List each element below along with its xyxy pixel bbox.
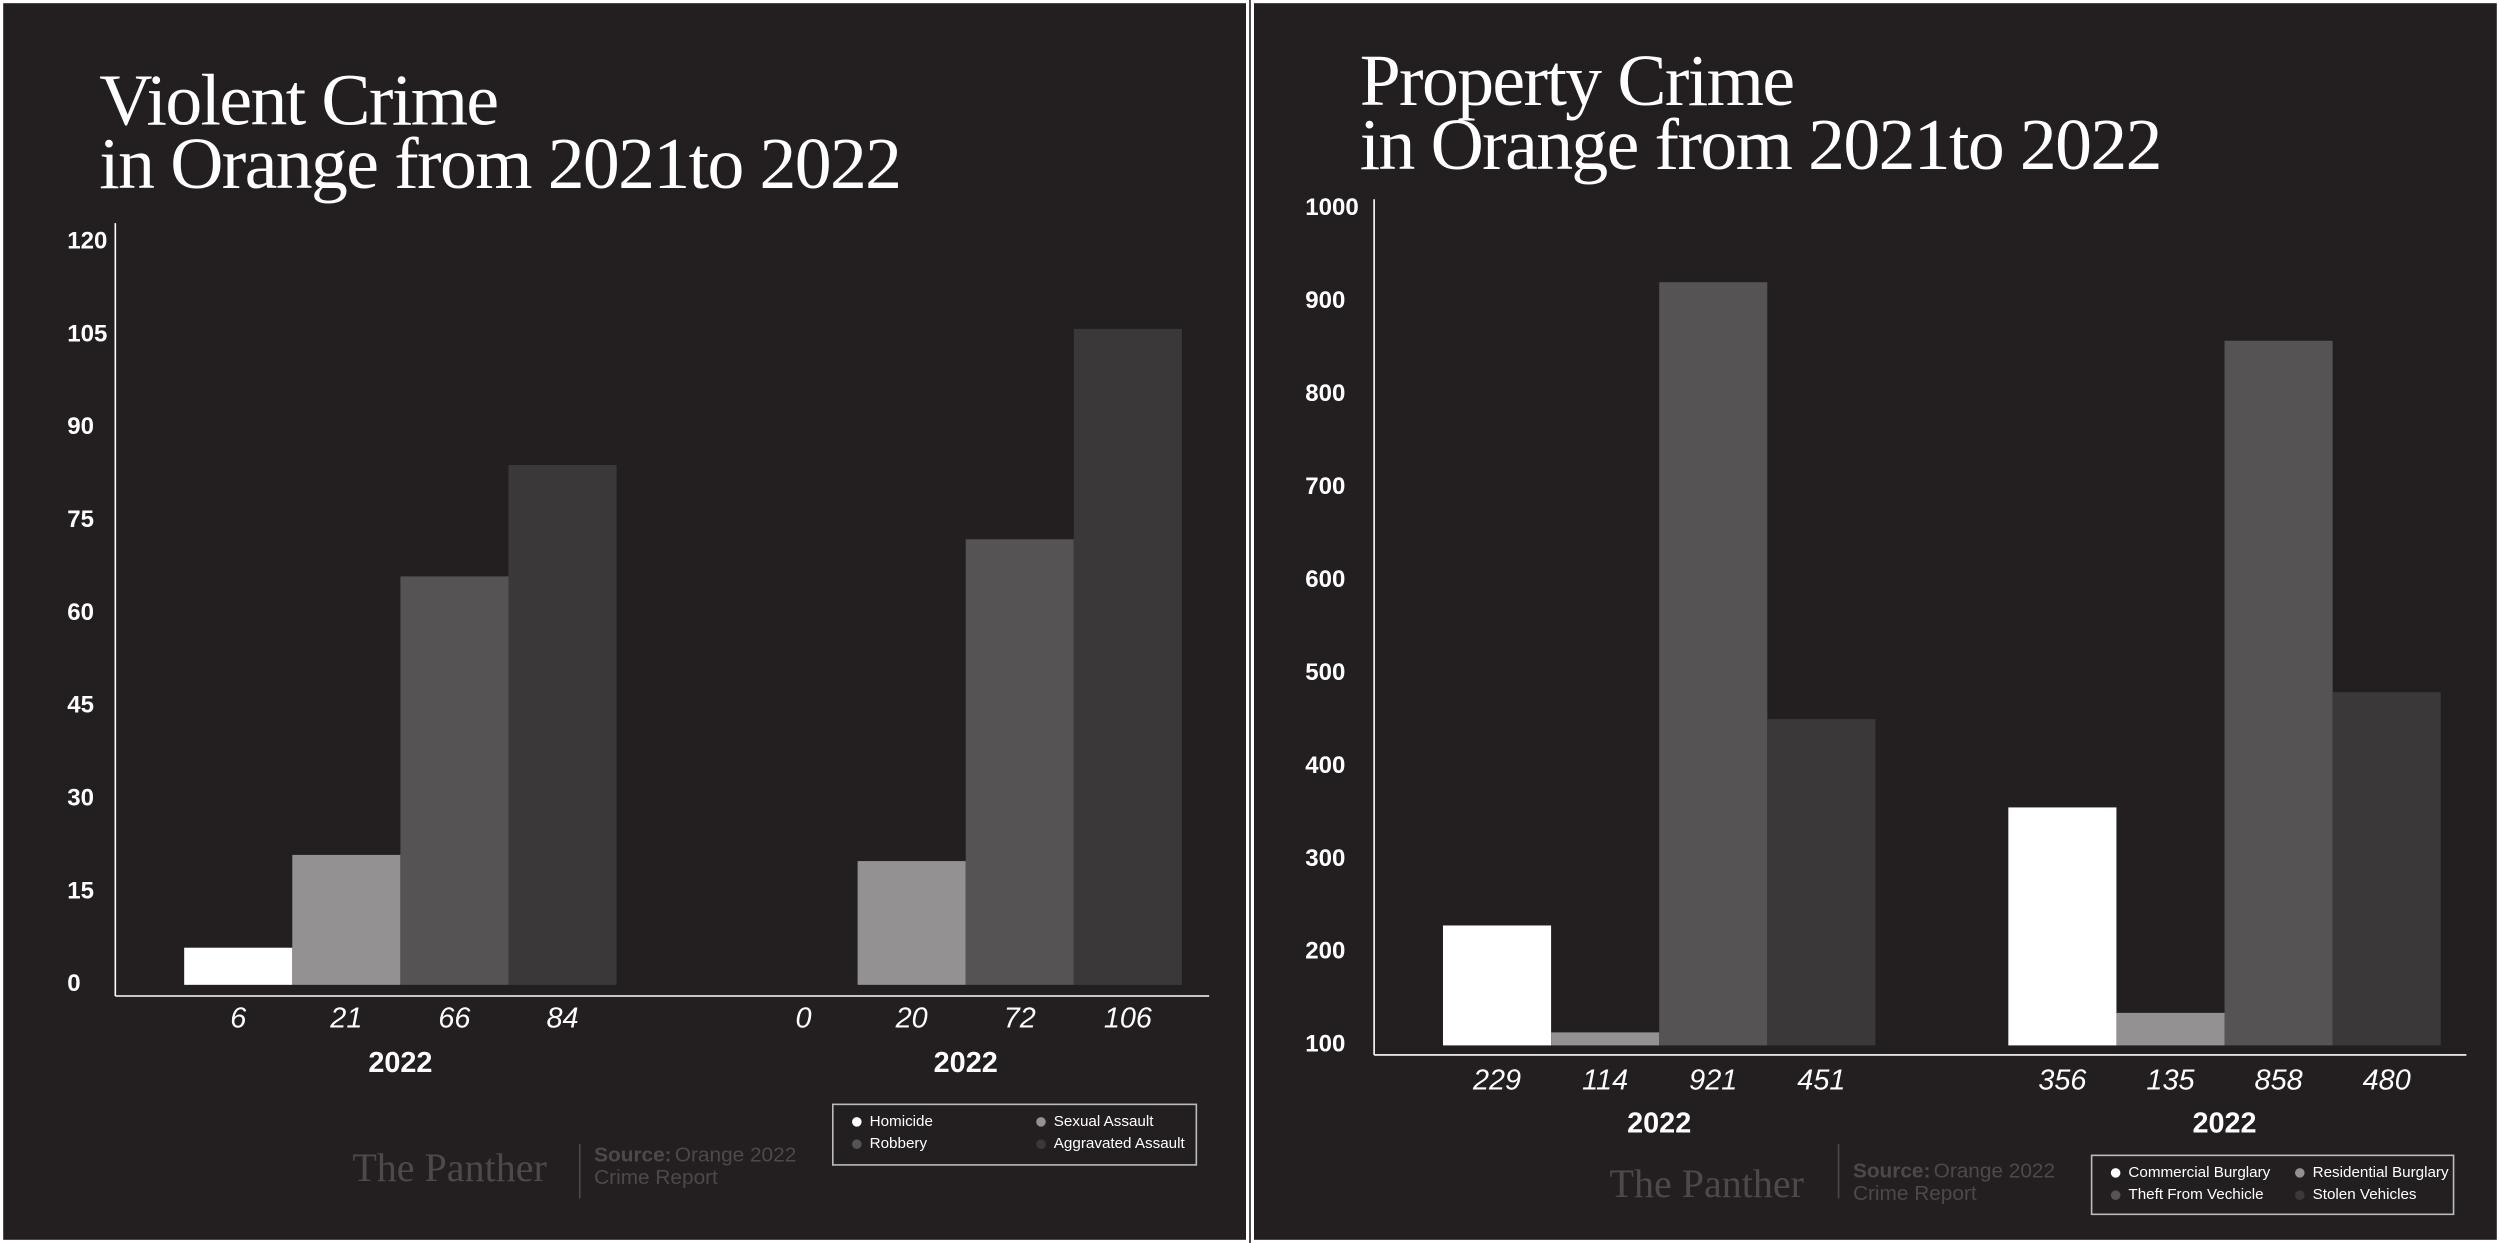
bar (2224, 340, 2333, 1046)
source-text: Orange 2022 (1934, 1160, 2055, 1183)
source: Source: Orange 2022 (594, 1144, 796, 1167)
value-label: 20 (895, 1003, 928, 1035)
value-label: 106 (1104, 1003, 1152, 1035)
y-tick-label: 300 (1305, 845, 1345, 872)
y-tick-label: 700 (1305, 473, 1345, 500)
chart-title: in Orange from 2021to 2022 (99, 123, 900, 204)
legend-label: Homicide (870, 1113, 933, 1130)
source-text: Orange 2022 (675, 1144, 796, 1167)
y-tick-label: 1000 (1305, 194, 1358, 221)
brand: The Panther (1610, 1161, 1804, 1206)
y-tick-label: 200 (1305, 938, 1345, 965)
bar (1551, 1032, 1660, 1046)
value-label: 356 (2038, 1065, 2086, 1097)
y-tick-label: 800 (1305, 380, 1345, 407)
x-tick-label: 2022 (934, 1047, 998, 1079)
y-tick-label: 500 (1305, 659, 1345, 686)
panel-border (1250, 0, 2500, 1243)
panel-border (0, 0, 1250, 1243)
y-tick-label: 105 (67, 320, 107, 347)
legend-label: Stolen Vehicles (2313, 1186, 2417, 1203)
legend-marker (852, 1117, 862, 1127)
legend-box (2090, 1154, 2455, 1216)
legend-box (831, 1103, 1198, 1166)
value-label: 480 (2363, 1065, 2411, 1097)
bar (2008, 807, 2117, 1046)
y-tick-label: 0 (67, 970, 80, 997)
y-tick-label: 400 (1305, 752, 1345, 779)
bar (965, 539, 1074, 985)
legend-marker (2295, 1168, 2305, 1178)
bar (292, 854, 401, 985)
y-tick-label: 60 (67, 599, 94, 626)
legend-label: Theft From Vechicle (2128, 1186, 2263, 1203)
bar (1659, 282, 1768, 1046)
value-label: 66 (438, 1003, 470, 1035)
brand: The Panther (352, 1145, 546, 1190)
x-tick-label: 2022 (368, 1047, 432, 1079)
bar (508, 465, 617, 985)
value-label: 921 (1689, 1065, 1737, 1097)
y-tick-label: 120 (67, 228, 107, 255)
bar (1767, 719, 1876, 1046)
y-tick-label: 30 (67, 785, 94, 812)
y-tick-label: 45 (67, 692, 94, 719)
chart-title: in Orange from 2021to 2022 (1360, 104, 2161, 185)
source: Source: Orange 2022 (1853, 1160, 2055, 1183)
y-tick-label: 90 (67, 413, 94, 440)
y-tick-label: 600 (1305, 566, 1345, 593)
bar (400, 576, 509, 985)
source-text: Crime Report (1853, 1182, 1977, 1205)
legend-label: Robbery (870, 1135, 928, 1152)
legend-label: Sexual Assault (1054, 1113, 1154, 1130)
value-label: 0 (796, 1003, 812, 1035)
chart-title: Violent Crime (99, 59, 497, 140)
bar (857, 861, 966, 985)
value-label: 451 (1797, 1065, 1845, 1097)
source-label: Source: (1853, 1160, 1930, 1183)
y-tick-label: 900 (1305, 287, 1345, 314)
value-label: 858 (2255, 1065, 2303, 1097)
legend-marker (2110, 1190, 2121, 1200)
bar (1073, 328, 1182, 985)
bar (2116, 1012, 2225, 1046)
x-tick-label: 2022 (2192, 1108, 2256, 1140)
legend-marker (1036, 1117, 1046, 1127)
legend-marker (2110, 1168, 2121, 1178)
value-label: 84 (547, 1003, 579, 1035)
value-label: 72 (1004, 1003, 1036, 1035)
y-tick-label: 75 (67, 506, 94, 533)
y-tick-label: 100 (1305, 1031, 1345, 1058)
value-label: 6 (230, 1003, 246, 1035)
chart-title: Property Crime (1360, 40, 1794, 121)
bar (184, 947, 293, 985)
source-text: Crime Report (594, 1166, 718, 1189)
legend-marker (852, 1139, 862, 1149)
legend-label: Commercial Burglary (2128, 1164, 2270, 1181)
y-tick-label: 15 (67, 877, 94, 904)
legend-marker (1036, 1139, 1046, 1149)
value-label: 21 (329, 1003, 362, 1035)
legend-label: Residential Burglary (2313, 1164, 2449, 1181)
value-label: 114 (1582, 1065, 1628, 1097)
value-label: 229 (1472, 1065, 1521, 1097)
bar (1442, 925, 1552, 1046)
source-label: Source: (594, 1144, 671, 1167)
value-label: 135 (2146, 1065, 2195, 1097)
bar (2332, 692, 2441, 1046)
legend-marker (2295, 1190, 2305, 1200)
legend-label: Aggravated Assault (1054, 1135, 1186, 1152)
x-tick-label: 2022 (1627, 1108, 1691, 1140)
